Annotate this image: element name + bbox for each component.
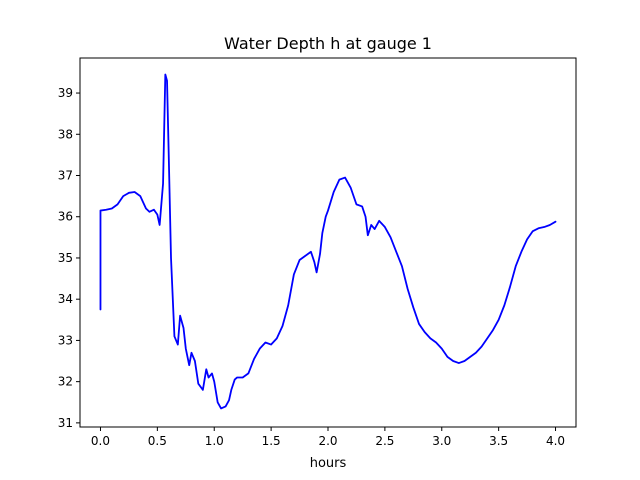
y-tick-label: 33 xyxy=(58,333,73,347)
y-tick-label: 38 xyxy=(58,127,73,141)
x-tick-label: 1.5 xyxy=(262,434,281,448)
y-tick-label: 39 xyxy=(58,86,73,100)
x-tick-label: 4.0 xyxy=(546,434,565,448)
x-tick-label: 0.0 xyxy=(91,434,110,448)
x-tick-label: 2.5 xyxy=(375,434,394,448)
x-tick-label: 3.5 xyxy=(489,434,508,448)
y-tick-label: 36 xyxy=(58,210,73,224)
x-tick-label: 1.0 xyxy=(205,434,224,448)
y-tick-label: 34 xyxy=(58,292,73,306)
x-tick-label: 0.5 xyxy=(148,434,167,448)
plot-frame xyxy=(79,57,577,428)
chart-title: Water Depth h at gauge 1 xyxy=(224,34,432,53)
y-tick-label: 37 xyxy=(58,169,73,183)
y-axis-ticks: 31 32 33 34 35 36 37 38 39 xyxy=(58,86,80,430)
plot-area xyxy=(80,58,576,427)
y-tick-label: 31 xyxy=(58,416,73,430)
x-tick-label: 2.0 xyxy=(318,434,337,448)
x-axis-ticks: 0.0 0.5 1.0 1.5 2.0 2.5 3.0 3.5 4.0 xyxy=(91,427,565,448)
x-tick-label: 3.0 xyxy=(432,434,451,448)
y-tick-label: 32 xyxy=(58,375,73,389)
series-line xyxy=(99,73,557,410)
y-tick-label: 35 xyxy=(58,251,73,265)
x-axis-label: hours xyxy=(310,456,347,471)
